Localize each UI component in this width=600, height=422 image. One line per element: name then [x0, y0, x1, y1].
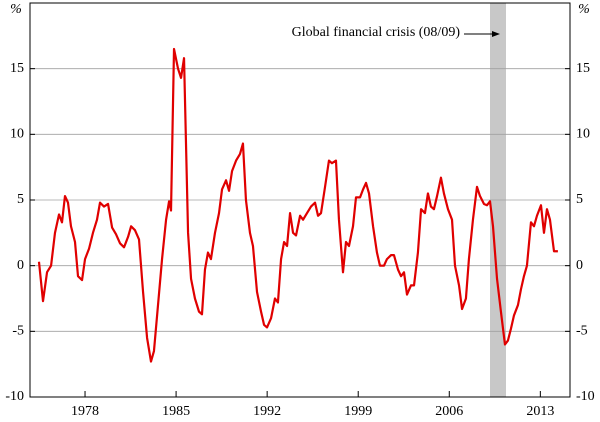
data-line	[37, 47, 558, 363]
y2-tick-label: 15	[576, 61, 590, 76]
y2-tick-label: -5	[576, 324, 588, 339]
y-tick-label: 0	[17, 258, 24, 273]
annotation-arrowhead	[491, 31, 500, 37]
x-tick-label: 2006	[435, 404, 463, 419]
x-tick-label: 1992	[253, 404, 281, 419]
y2-tick-label: 5	[576, 192, 583, 207]
x-tick-label: 1978	[71, 404, 99, 419]
x-tick-label: 2013	[526, 404, 554, 419]
y2-tick-label: -10	[576, 389, 595, 404]
y-tick-label: 10	[10, 127, 24, 142]
y-tick-label: -5	[12, 324, 24, 339]
y-tick-label: 5	[17, 192, 24, 207]
x-tick-label: 1999	[344, 404, 372, 419]
y2-axis-label: %	[578, 2, 590, 17]
y-axis-label: %	[10, 2, 22, 17]
y-tick-label: -10	[5, 389, 24, 404]
y2-tick-label: 10	[576, 127, 590, 142]
y2-tick-label: 0	[576, 258, 583, 273]
annotation: Global financial crisis (08/09)	[292, 25, 461, 40]
y-tick-label: 15	[10, 61, 24, 76]
x-tick-label: 1985	[162, 404, 190, 419]
plot-frame	[29, 2, 571, 398]
